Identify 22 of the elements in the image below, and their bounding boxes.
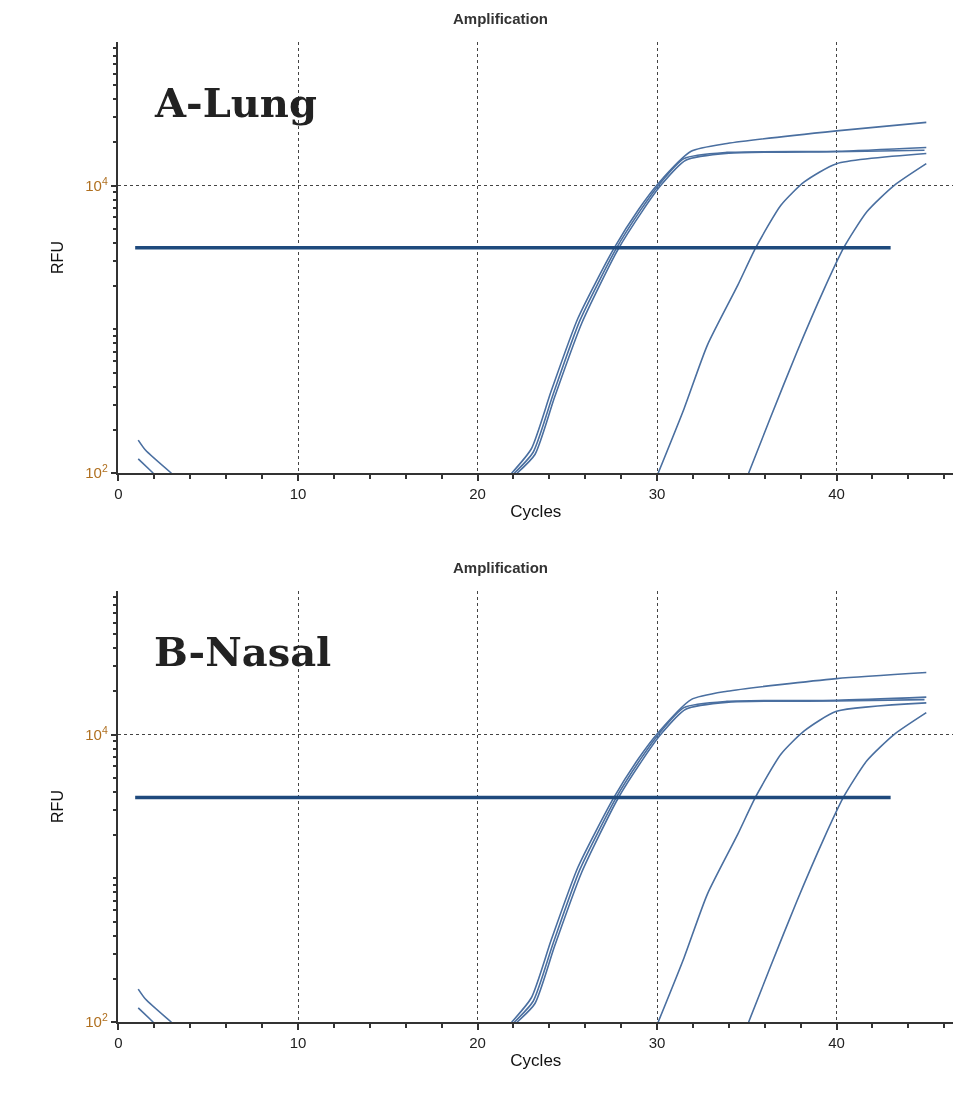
y-tick-label: 10$^{4}$ bbox=[85, 174, 108, 194]
x-axis-title: Cycles bbox=[510, 501, 562, 521]
x-tick-label: 40 bbox=[828, 1033, 845, 1051]
y-tick-label: 10$^{4}$ bbox=[85, 723, 108, 743]
annotation: B-Nasal bbox=[154, 628, 332, 675]
x-tick-label: 0 bbox=[114, 1033, 123, 1051]
y-axis-title: RFU bbox=[48, 241, 66, 274]
x-axis-title: Cycles bbox=[510, 1050, 562, 1070]
y-tick-label: 10$^{2}$ bbox=[85, 1011, 108, 1031]
x-tick-label: 0 bbox=[114, 484, 123, 502]
x-tick-label: 30 bbox=[648, 1033, 666, 1051]
annotation: A-Lung bbox=[154, 79, 317, 126]
x-tick-label: 40 bbox=[828, 484, 845, 502]
x-tick-label: 30 bbox=[648, 484, 666, 502]
x-tick-label: 20 bbox=[469, 1033, 486, 1051]
x-tick-label: 10 bbox=[289, 1033, 307, 1051]
y-axis-title: RFU bbox=[48, 790, 66, 823]
chart-title: Amplification bbox=[453, 559, 549, 576]
chart-title: Amplification bbox=[453, 10, 549, 27]
y-tick-label: 10$^{2}$ bbox=[85, 462, 108, 482]
x-tick-label: 10 bbox=[289, 484, 307, 502]
x-tick-label: 20 bbox=[469, 484, 486, 502]
